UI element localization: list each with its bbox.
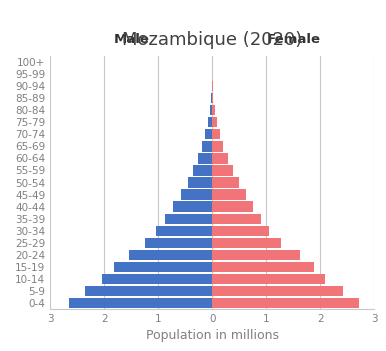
Bar <box>205 129 212 139</box>
Bar <box>212 298 359 308</box>
Bar <box>212 93 213 104</box>
Bar <box>173 201 212 212</box>
Bar <box>129 250 212 260</box>
Bar <box>212 129 220 139</box>
Bar <box>156 226 212 236</box>
Bar <box>212 177 239 188</box>
Bar <box>212 286 343 296</box>
Bar <box>212 238 281 248</box>
Bar <box>208 117 212 127</box>
Bar <box>193 165 212 176</box>
Title: Mozambique (2020): Mozambique (2020) <box>122 31 302 49</box>
Bar <box>145 238 212 248</box>
Bar <box>198 153 212 164</box>
Bar <box>212 213 261 224</box>
Bar <box>212 274 325 284</box>
Bar <box>114 261 212 272</box>
Bar <box>212 190 246 200</box>
Bar <box>102 274 212 284</box>
Bar <box>212 165 233 176</box>
Bar <box>212 153 228 164</box>
Bar <box>212 250 300 260</box>
Bar <box>188 177 212 188</box>
Bar <box>210 105 212 115</box>
X-axis label: Population in millions: Population in millions <box>146 329 279 342</box>
Bar <box>212 141 223 152</box>
Bar <box>212 261 314 272</box>
Bar <box>212 117 217 127</box>
Bar <box>212 105 215 115</box>
Text: Male: Male <box>113 33 149 46</box>
Bar <box>212 226 269 236</box>
Text: Female: Female <box>266 33 320 46</box>
Bar <box>69 298 212 308</box>
Bar <box>181 190 212 200</box>
Bar <box>212 201 253 212</box>
Bar <box>202 141 212 152</box>
Bar <box>85 286 212 296</box>
Bar <box>165 213 212 224</box>
